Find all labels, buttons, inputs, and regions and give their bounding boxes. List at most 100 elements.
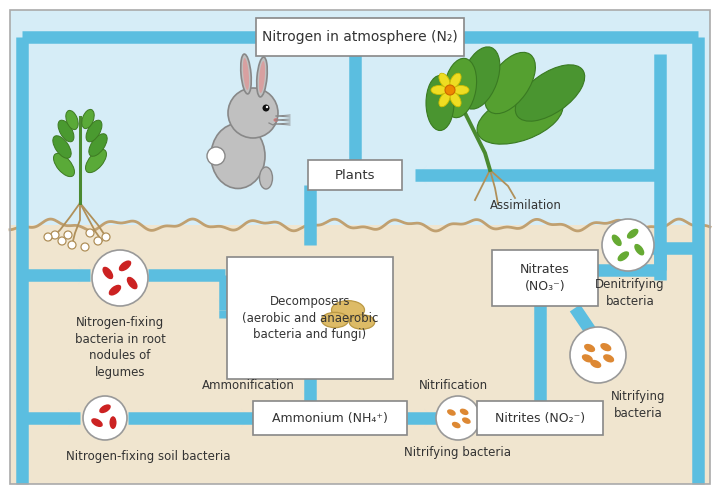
Text: Nitrogen-fixing
bacteria in root
nodules of
legumes: Nitrogen-fixing bacteria in root nodules… xyxy=(75,316,166,378)
Ellipse shape xyxy=(627,229,639,239)
Circle shape xyxy=(68,241,76,249)
Ellipse shape xyxy=(584,344,595,352)
Text: Assimilation: Assimilation xyxy=(490,199,562,211)
Circle shape xyxy=(602,219,654,271)
FancyBboxPatch shape xyxy=(308,160,402,190)
FancyBboxPatch shape xyxy=(253,401,407,435)
Circle shape xyxy=(81,243,89,251)
Ellipse shape xyxy=(453,85,469,94)
Circle shape xyxy=(64,231,72,239)
FancyBboxPatch shape xyxy=(330,320,340,338)
Ellipse shape xyxy=(86,120,102,142)
Ellipse shape xyxy=(439,73,450,88)
Ellipse shape xyxy=(102,267,113,279)
Ellipse shape xyxy=(109,285,121,295)
Ellipse shape xyxy=(322,312,348,328)
Circle shape xyxy=(58,237,66,245)
FancyBboxPatch shape xyxy=(477,401,603,435)
Ellipse shape xyxy=(251,277,339,339)
Circle shape xyxy=(445,85,455,95)
Ellipse shape xyxy=(462,417,471,424)
Circle shape xyxy=(86,229,94,237)
Ellipse shape xyxy=(259,61,265,93)
Ellipse shape xyxy=(53,136,71,158)
Ellipse shape xyxy=(439,92,450,107)
Ellipse shape xyxy=(603,354,614,363)
Text: Nitrifying bacteria: Nitrifying bacteria xyxy=(405,446,511,459)
FancyBboxPatch shape xyxy=(358,322,366,339)
Ellipse shape xyxy=(119,260,131,271)
Ellipse shape xyxy=(477,92,563,144)
Ellipse shape xyxy=(127,277,138,289)
Ellipse shape xyxy=(590,360,601,368)
Ellipse shape xyxy=(516,65,585,121)
Text: Nitrogen in atmosphere (N₂): Nitrogen in atmosphere (N₂) xyxy=(262,30,458,44)
Ellipse shape xyxy=(444,58,477,118)
Circle shape xyxy=(207,147,225,165)
Ellipse shape xyxy=(274,118,279,122)
Ellipse shape xyxy=(431,85,447,94)
Ellipse shape xyxy=(257,57,267,97)
Ellipse shape xyxy=(308,283,318,297)
Circle shape xyxy=(51,231,59,239)
Circle shape xyxy=(436,396,480,440)
Text: Plants: Plants xyxy=(335,168,375,181)
Text: Nitrates
(NO₃⁻): Nitrates (NO₃⁻) xyxy=(520,263,570,293)
Circle shape xyxy=(92,250,148,306)
Ellipse shape xyxy=(109,416,117,429)
Ellipse shape xyxy=(289,312,305,320)
Bar xyxy=(10,225,710,484)
Ellipse shape xyxy=(296,292,304,308)
Ellipse shape xyxy=(240,54,251,94)
Ellipse shape xyxy=(268,311,282,321)
FancyBboxPatch shape xyxy=(492,250,598,306)
Ellipse shape xyxy=(582,354,593,363)
Circle shape xyxy=(94,237,102,245)
Ellipse shape xyxy=(243,58,249,90)
Ellipse shape xyxy=(331,301,364,319)
Ellipse shape xyxy=(89,134,107,156)
Ellipse shape xyxy=(82,109,94,128)
Circle shape xyxy=(228,88,278,138)
Text: Ammonification: Ammonification xyxy=(202,379,294,392)
Text: Denitrifying
bacteria: Denitrifying bacteria xyxy=(595,278,665,307)
Ellipse shape xyxy=(460,47,500,109)
Text: Ammonium (NH₄⁺): Ammonium (NH₄⁺) xyxy=(272,412,388,424)
Text: Nitrogen-fixing soil bacteria: Nitrogen-fixing soil bacteria xyxy=(66,450,230,463)
Circle shape xyxy=(263,105,269,112)
Ellipse shape xyxy=(450,73,461,88)
Ellipse shape xyxy=(450,92,461,107)
FancyBboxPatch shape xyxy=(256,18,464,56)
Ellipse shape xyxy=(259,167,272,189)
Circle shape xyxy=(266,106,268,108)
Ellipse shape xyxy=(58,120,74,142)
Text: Nitrification: Nitrification xyxy=(418,379,487,392)
Ellipse shape xyxy=(276,284,289,296)
FancyBboxPatch shape xyxy=(343,310,354,332)
Text: Decomposers
(aerobic and anaerobic
bacteria and fungi): Decomposers (aerobic and anaerobic bacte… xyxy=(242,295,378,341)
Ellipse shape xyxy=(460,409,469,415)
Bar xyxy=(10,10,710,225)
Ellipse shape xyxy=(53,153,74,177)
Ellipse shape xyxy=(612,235,622,246)
Ellipse shape xyxy=(259,299,275,307)
Ellipse shape xyxy=(91,418,103,427)
Ellipse shape xyxy=(618,251,629,261)
Ellipse shape xyxy=(86,149,107,172)
Ellipse shape xyxy=(99,405,111,413)
Ellipse shape xyxy=(66,111,78,129)
Ellipse shape xyxy=(447,409,456,416)
Ellipse shape xyxy=(211,124,265,189)
Circle shape xyxy=(83,396,127,440)
FancyBboxPatch shape xyxy=(227,257,393,379)
Ellipse shape xyxy=(485,52,536,114)
Text: Nitrifying
bacteria: Nitrifying bacteria xyxy=(611,390,665,419)
Circle shape xyxy=(570,327,626,383)
Circle shape xyxy=(102,233,110,241)
Circle shape xyxy=(44,233,52,241)
Text: Nitrites (NO₂⁻): Nitrites (NO₂⁻) xyxy=(495,412,585,424)
Ellipse shape xyxy=(452,422,461,428)
Ellipse shape xyxy=(634,244,644,255)
Ellipse shape xyxy=(426,76,454,130)
Ellipse shape xyxy=(600,343,611,351)
